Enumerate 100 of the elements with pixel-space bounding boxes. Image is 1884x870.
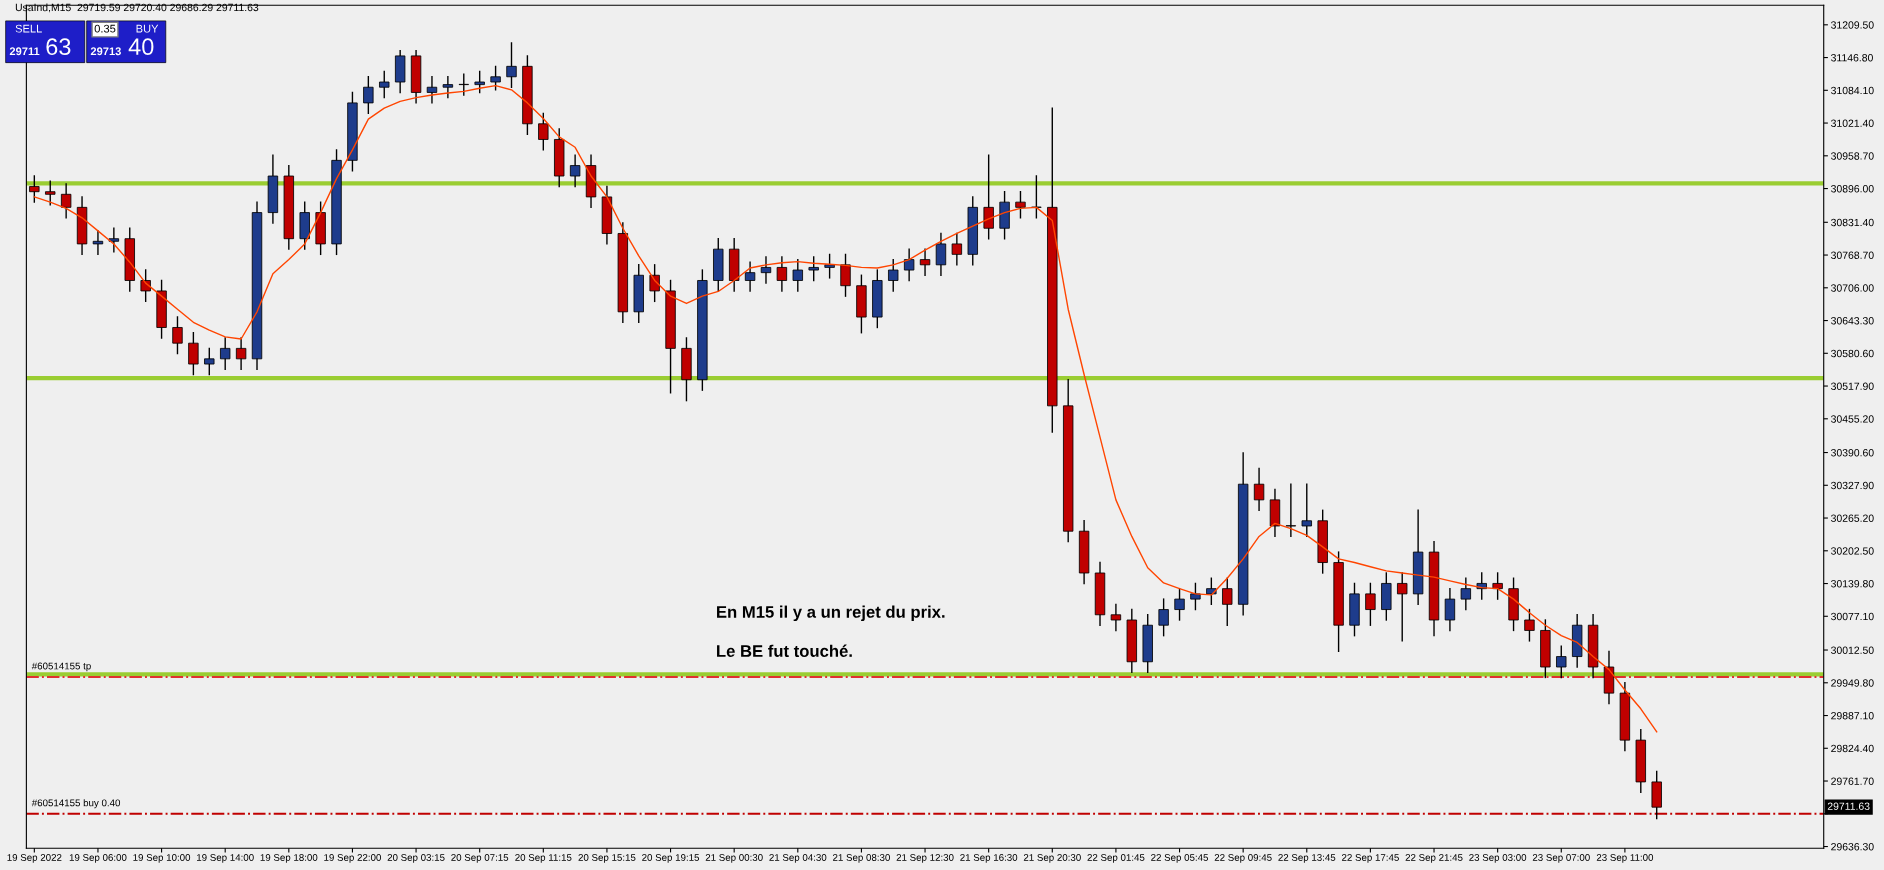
ref-line-label: #60514155 buy 0.40: [31, 799, 121, 809]
annotation: BUY: [136, 24, 159, 33]
x-tick-label: 21 Sep 04:30: [769, 854, 827, 863]
candlestick: [1524, 608, 1535, 642]
y-tick-label: 31021.40: [1831, 119, 1874, 127]
candlestick: [60, 183, 72, 219]
y-tick-label: 30202.50: [1831, 547, 1874, 555]
candlestick: [1285, 483, 1297, 538]
candlestick: [108, 227, 120, 253]
candlestick: [1444, 587, 1456, 632]
x-tick-label: 21 Sep 16:30: [960, 854, 1018, 863]
y-tick-label: 29824.40: [1831, 744, 1874, 753]
candlestick: [840, 253, 851, 297]
x-tick-label: 19 Sep 06:00: [69, 854, 127, 863]
y-tick-label: 30896.00: [1831, 185, 1874, 193]
annotation: 29713: [90, 47, 121, 56]
y-tick-label: 30517.90: [1831, 382, 1874, 390]
candlestick: [490, 65, 501, 91]
candlestick: [935, 232, 947, 276]
x-tick-label: 20 Sep 19:15: [642, 854, 700, 863]
y-tick-label: 30643.30: [1831, 317, 1874, 325]
y-tick-label: 30580.60: [1831, 349, 1874, 358]
candlestick: [744, 261, 756, 292]
x-tick-label: 20 Sep 11:15: [515, 854, 572, 863]
candlestick: [792, 258, 803, 292]
y-tick-label: 30012.50: [1831, 646, 1874, 654]
y-tick-label: 30831.40: [1831, 218, 1874, 227]
line-series: [33, 84, 1658, 733]
y-tick-label: 30958.70: [1831, 152, 1874, 160]
candlestick: [1158, 598, 1169, 637]
candlestick: [1031, 175, 1042, 219]
y-tick-label: 30768.70: [1831, 251, 1874, 259]
candlestick: [442, 76, 454, 99]
candlestick: [1222, 577, 1233, 626]
candlestick: [1460, 577, 1472, 611]
y-tick-label: 29761.70: [1831, 777, 1874, 785]
candlestick: [204, 347, 215, 376]
y-tick-label: 31209.50: [1831, 21, 1874, 29]
x-tick-label: 21 Sep 20:30: [1023, 854, 1081, 863]
x-tick-label: 20 Sep 03:15: [387, 854, 445, 863]
candlestick: [824, 253, 835, 279]
annotation: 0.35: [94, 24, 116, 33]
y-tick-label: 30706.00: [1831, 284, 1874, 292]
candlestick: [808, 256, 819, 282]
candlestick: [1301, 483, 1312, 538]
annotation: 63: [46, 38, 71, 56]
candlestick: [29, 175, 40, 203]
x-tick-label: 21 Sep 00:30: [705, 854, 763, 863]
y-tick-label: 30265.20: [1831, 514, 1874, 522]
x-tick-label: 19 Sep 2022: [7, 854, 62, 863]
ref-line-label: #60514155 tp: [31, 662, 91, 672]
candlestick: [1492, 572, 1503, 600]
candlestick: [951, 232, 963, 266]
x-tick-label: 22 Sep 21:45: [1405, 854, 1463, 863]
candlestick: [1110, 603, 1122, 632]
candlestick: [458, 73, 469, 96]
x-tick-label: 21 Sep 08:30: [832, 854, 890, 863]
candlestick: [45, 180, 56, 206]
y-tick-label: 30455.20: [1831, 415, 1874, 423]
y-tick-label: 30139.80: [1831, 580, 1874, 588]
candlestick: [474, 70, 485, 94]
x-tick-label: 19 Sep 14:00: [197, 854, 254, 863]
y-tick-label: 29949.80: [1831, 679, 1874, 687]
x-tick-label: 20 Sep 07:15: [451, 854, 509, 863]
candlestick: [92, 230, 104, 256]
x-tick-label: 23 Sep 07:00: [1532, 854, 1590, 863]
x-tick-label: 22 Sep 13:45: [1278, 854, 1336, 863]
candlestick: [1556, 645, 1567, 679]
candlestick: [888, 258, 899, 292]
y-tick-label: 30327.90: [1831, 481, 1874, 490]
x-tick-label: 23 Sep 03:00: [1469, 854, 1527, 863]
candlestick: [220, 337, 231, 370]
candlestick: [140, 269, 151, 303]
y-tick-label: 29887.10: [1831, 712, 1874, 720]
text: 29711.63: [1827, 802, 1870, 810]
x-tick-label: 22 Sep 01:45: [1087, 854, 1145, 863]
candlestick: [919, 248, 931, 276]
candlestick: [188, 332, 199, 376]
candlestick: [235, 337, 247, 370]
y-tick-label: 29636.30: [1831, 843, 1874, 851]
candlestick: [569, 154, 581, 188]
candlestick: [776, 256, 788, 292]
candlestick: [1365, 582, 1376, 626]
candlestick: [506, 42, 517, 88]
y-tick-label: 30390.60: [1831, 449, 1874, 457]
candlestick: [1015, 190, 1026, 219]
candlestick: [1174, 587, 1185, 621]
x-tick-label: 19 Sep 18:00: [260, 854, 318, 863]
candlestick: [426, 76, 438, 104]
x-tick-label: 22 Sep 17:45: [1341, 854, 1399, 863]
candlestick: [983, 154, 994, 240]
candlestick: [363, 76, 374, 115]
annotation: 40: [128, 38, 154, 56]
candlestick: [538, 112, 549, 151]
y-tick-label: 31084.10: [1831, 86, 1874, 95]
annotation: Le BE fut touché.: [717, 644, 852, 657]
candlestick: [649, 264, 660, 303]
candlestick: [1190, 582, 1201, 611]
candlestick: [903, 248, 915, 282]
x-tick-label: 22 Sep 05:45: [1151, 854, 1209, 863]
